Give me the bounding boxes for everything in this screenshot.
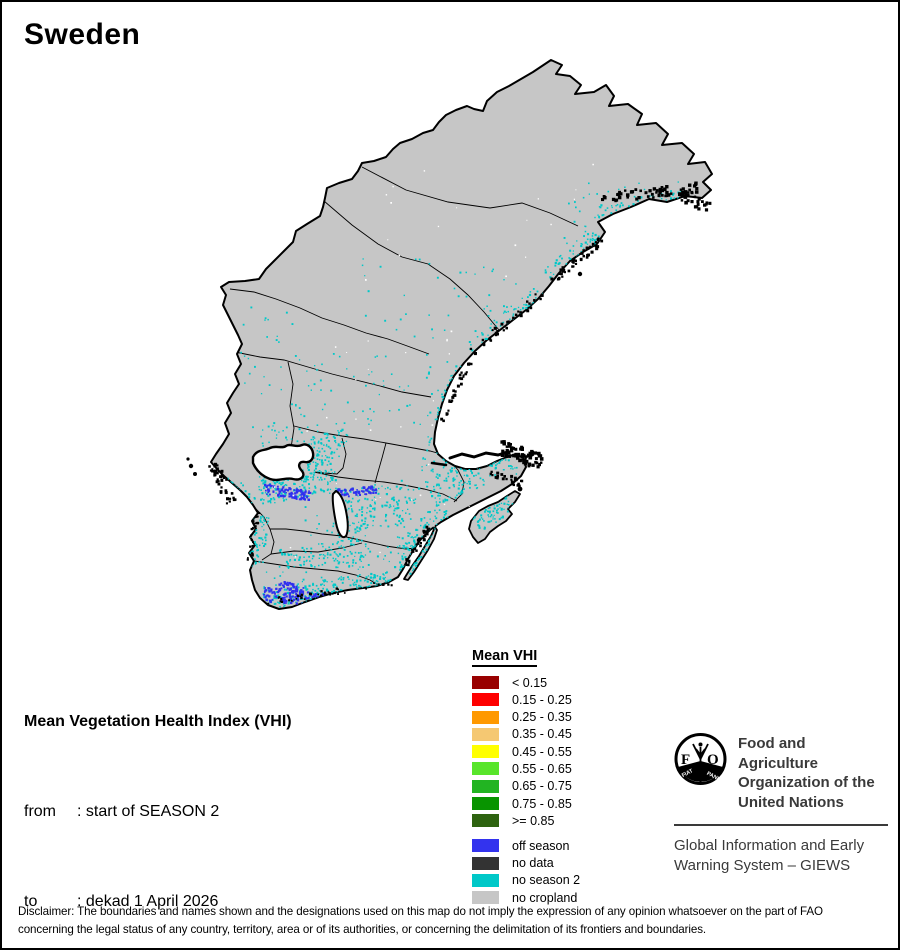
lake-hjalmaren [430,461,448,467]
legend-color-swatch [472,839,499,853]
legend-color-swatch [472,779,499,793]
legend-label: no data [512,856,554,871]
legend-label: 0.55 - 0.65 [512,761,572,776]
coastal-pixels [208,181,712,605]
svg-text:F: F [681,752,690,768]
disclaimer-line: Disclaimer: The boundaries and names sho… [18,905,823,918]
legend-color-swatch [472,727,499,741]
fao-org-name: Food and Agriculture Organization of the… [738,731,888,812]
legend-row: 0.35 - 0.45 [472,727,580,742]
legend-row: < 0.15 [472,675,580,690]
giews-line: Global Information and Early [674,837,865,854]
disclaimer-line: concerning the legal status of any count… [18,922,707,936]
fao-logo-icon: F O FIAT PANIS [674,733,727,785]
legend-extra-list: off season no data no season 2 no cropland [472,838,581,905]
to-row: to : dekad 1 April 2026 [24,887,306,917]
legend-row: 0.55 - 0.65 [472,761,580,776]
giews-line: Warning System – GIEWS [674,856,851,874]
legend-color-swatch [472,856,499,870]
from-row: from : start of SEASON 2 [24,797,306,827]
legend-label: 0.35 - 0.45 [512,727,572,742]
legend-label: 0.45 - 0.55 [512,744,572,759]
legend-color-swatch [472,797,499,811]
legend-label: >= 0.85 [512,813,555,828]
to-value: : dekad 1 April 2026 [77,893,219,910]
legend-row: no data [472,856,580,871]
giews-name: Global Information and Early Warning Sys… [674,836,888,875]
legend-color-swatch [472,693,499,707]
coastal-island [577,271,583,277]
fao-header: F O FIAT PANIS Food and Agriculture Orga… [674,731,888,812]
lake-malaren [448,450,510,460]
legend-color-swatch [472,873,499,887]
legend-row: no cropland [472,890,580,905]
svg-text:O: O [707,752,719,768]
legend-row: no season 2 [472,873,581,888]
legend-class-list: < 0.15 0.15 - 0.25 0.25 - 0.35 0.35 - 0.45 0… [472,675,580,828]
legend-row: off season [472,838,580,853]
west-coast-island [193,472,197,476]
sweden-map [186,59,713,610]
faro-island [517,486,523,492]
page-title: Sweden [24,18,141,51]
legend-row: 0.65 - 0.75 [472,779,580,794]
legend-row: 0.75 - 0.85 [472,796,580,811]
legend-label: < 0.15 [512,675,548,690]
landmass [186,59,713,610]
legend-color-swatch [472,891,499,905]
legend-label: off season [512,838,570,853]
fao-name-line: United Nations [738,793,844,811]
svg-text:FIAT: FIAT [681,768,695,779]
fao-name-line: Food and Agriculture [738,735,819,772]
west-coast-island [188,463,194,469]
legend-label: 0.25 - 0.35 [512,710,572,725]
fao-branding: F O FIAT PANIS Food and Agriculture Orga… [674,731,888,875]
lake-vattern [331,490,349,539]
legend-row: 0.15 - 0.25 [472,692,580,707]
legend-label: no cropland [512,890,578,905]
legend-title: Mean VHI [472,648,538,667]
legend-color-swatch [472,745,499,759]
legend-label: 0.75 - 0.85 [512,796,572,811]
map-parameters: Mean Vegetation Health Index (VHI) from:… [24,647,306,948]
from-value: : start of SEASON 2 [77,803,220,820]
to-label: to [24,893,38,910]
west-coast-island [186,457,190,461]
vhi-heading: Mean Vegetation Health Index (VHI) [24,713,292,730]
legend: Mean VHI < 0.15 0.15 - 0.25 0.25 - 0.35 0.3… [472,647,580,909]
legend-color-swatch [472,676,499,689]
legend-color-swatch [472,762,499,776]
legend-color-swatch [472,814,499,828]
legend-row: >= 0.85 [472,813,580,828]
from-label: from [24,803,56,820]
lakes [251,443,510,539]
fao-name-line: Organization of the [738,774,875,791]
legend-row: 0.25 - 0.35 [472,710,580,725]
lake-vanern [251,443,315,482]
legend-color-swatch [472,710,499,724]
legend-label: 0.65 - 0.75 [512,779,572,794]
sweden-mainland-outline [210,59,713,610]
legend-label: 0.15 - 0.25 [512,692,572,707]
fao-divider [674,824,888,826]
disclaimer-text: Disclaimer: The boundaries and names sho… [18,903,890,938]
legend-label: no season 2 [512,873,581,888]
legend-row: 0.45 - 0.55 [472,744,580,759]
